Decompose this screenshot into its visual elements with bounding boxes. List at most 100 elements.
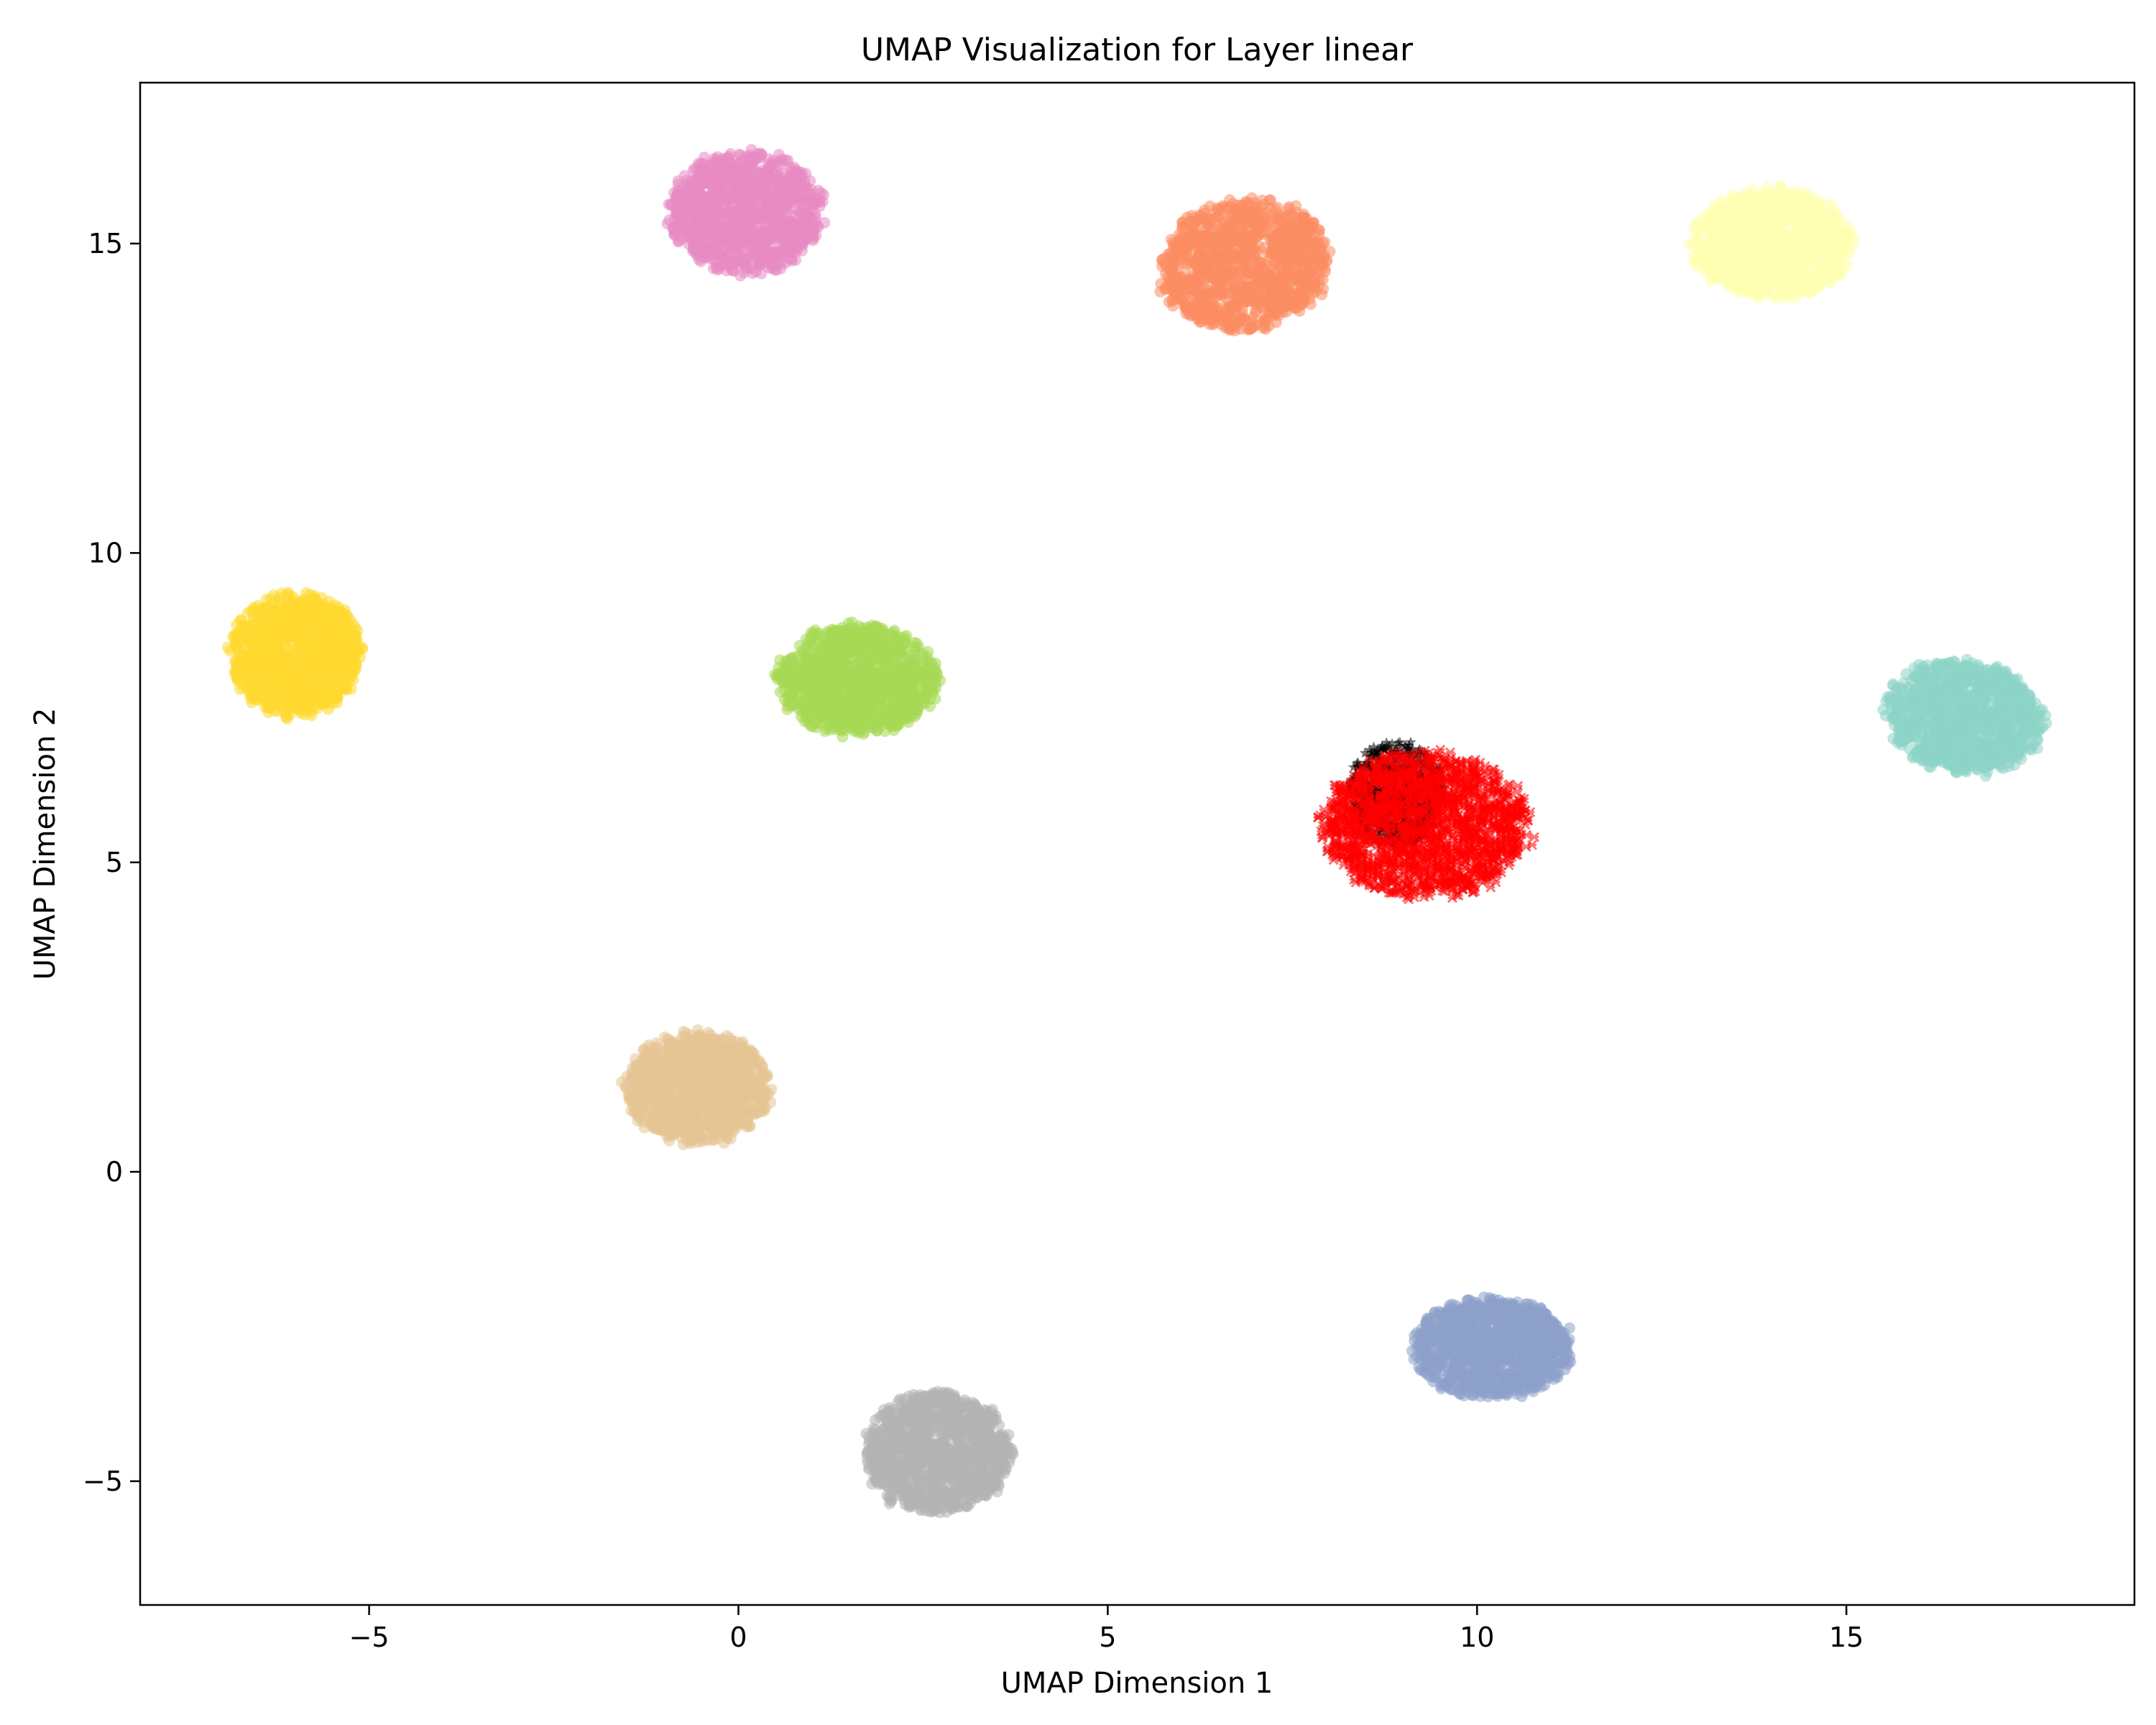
data-point — [1282, 282, 1294, 294]
data-point — [243, 635, 255, 647]
data-point — [1251, 205, 1263, 217]
data-point — [1759, 244, 1771, 256]
data-point — [267, 667, 279, 679]
data-point — [305, 617, 318, 629]
data-point — [1192, 251, 1204, 263]
data-point — [1743, 236, 1756, 248]
data-point — [268, 597, 280, 609]
data-point — [742, 170, 755, 182]
data-point — [690, 184, 701, 196]
data-point — [1187, 232, 1199, 244]
data-point — [1777, 234, 1789, 247]
data-point — [271, 627, 283, 640]
data-point — [728, 165, 740, 177]
data-point — [768, 218, 780, 231]
data-point — [1243, 278, 1255, 290]
data-point — [319, 694, 331, 707]
data-point — [763, 152, 774, 165]
data-point — [280, 599, 292, 612]
data-point — [286, 644, 298, 656]
data-point — [323, 595, 335, 607]
data-point — [1259, 295, 1271, 307]
data-point — [699, 151, 711, 163]
data-point — [282, 589, 295, 601]
data-point — [1829, 259, 1841, 271]
data-point — [1265, 202, 1277, 214]
data-point — [1286, 250, 1299, 262]
data-point — [1727, 281, 1739, 293]
data-point — [274, 681, 286, 694]
data-point — [1192, 313, 1204, 326]
data-point — [768, 202, 780, 214]
data-point — [1236, 219, 1248, 231]
cluster-0 — [661, 144, 831, 282]
data-point — [1294, 288, 1306, 300]
data-point — [282, 621, 294, 633]
data-point — [758, 238, 770, 250]
data-point — [714, 169, 726, 181]
data-point — [1781, 281, 1793, 293]
data-point — [1212, 211, 1224, 224]
data-point — [1751, 287, 1764, 298]
data-point — [1700, 252, 1712, 263]
data-point — [1715, 259, 1727, 271]
data-point — [1705, 275, 1717, 287]
data-point — [762, 226, 774, 239]
data-point — [1195, 281, 1207, 293]
data-point — [692, 165, 704, 178]
data-point — [1253, 264, 1265, 276]
data-point — [1288, 219, 1300, 231]
data-point — [1228, 318, 1240, 330]
data-point — [771, 174, 783, 186]
data-point — [1838, 231, 1851, 243]
data-point — [1227, 270, 1239, 282]
data-point — [1723, 244, 1735, 256]
data-point — [732, 241, 745, 253]
data-point — [1824, 213, 1836, 225]
data-point — [1754, 234, 1766, 246]
data-point — [1811, 268, 1823, 280]
data-point — [770, 185, 783, 197]
data-point — [267, 612, 280, 625]
data-point — [715, 247, 727, 259]
data-point — [741, 157, 753, 170]
data-point — [229, 638, 241, 650]
data-point — [1811, 214, 1823, 226]
data-point — [671, 209, 683, 221]
data-point — [308, 680, 321, 692]
data-point — [1291, 206, 1303, 218]
data-point — [1736, 253, 1748, 265]
data-point — [819, 217, 831, 229]
data-point — [1690, 220, 1702, 231]
data-point — [699, 216, 711, 229]
data-point — [1309, 285, 1322, 298]
data-point — [1207, 297, 1219, 309]
data-point — [253, 654, 264, 666]
data-point — [732, 190, 745, 203]
data-point — [1259, 313, 1271, 325]
data-point — [240, 621, 252, 633]
cluster-1 — [1154, 192, 1336, 336]
data-point — [255, 669, 267, 681]
data-point — [300, 637, 312, 648]
data-point — [1167, 300, 1179, 312]
data-point — [1825, 198, 1837, 210]
data-point — [755, 267, 768, 280]
data-point — [315, 655, 327, 667]
data-point — [280, 711, 292, 723]
data-point — [1251, 218, 1263, 231]
data-point — [743, 211, 755, 224]
data-point — [252, 599, 264, 612]
data-point — [1215, 263, 1227, 275]
data-point — [1756, 260, 1768, 272]
data-point — [1798, 206, 1810, 218]
data-point — [347, 630, 359, 643]
data-point — [784, 252, 796, 264]
data-point — [1760, 216, 1772, 229]
data-point — [1165, 260, 1177, 272]
data-point — [760, 168, 773, 180]
data-point — [1766, 290, 1777, 303]
data-point — [743, 198, 755, 210]
data-point — [1314, 246, 1326, 258]
data-point — [1210, 282, 1222, 294]
